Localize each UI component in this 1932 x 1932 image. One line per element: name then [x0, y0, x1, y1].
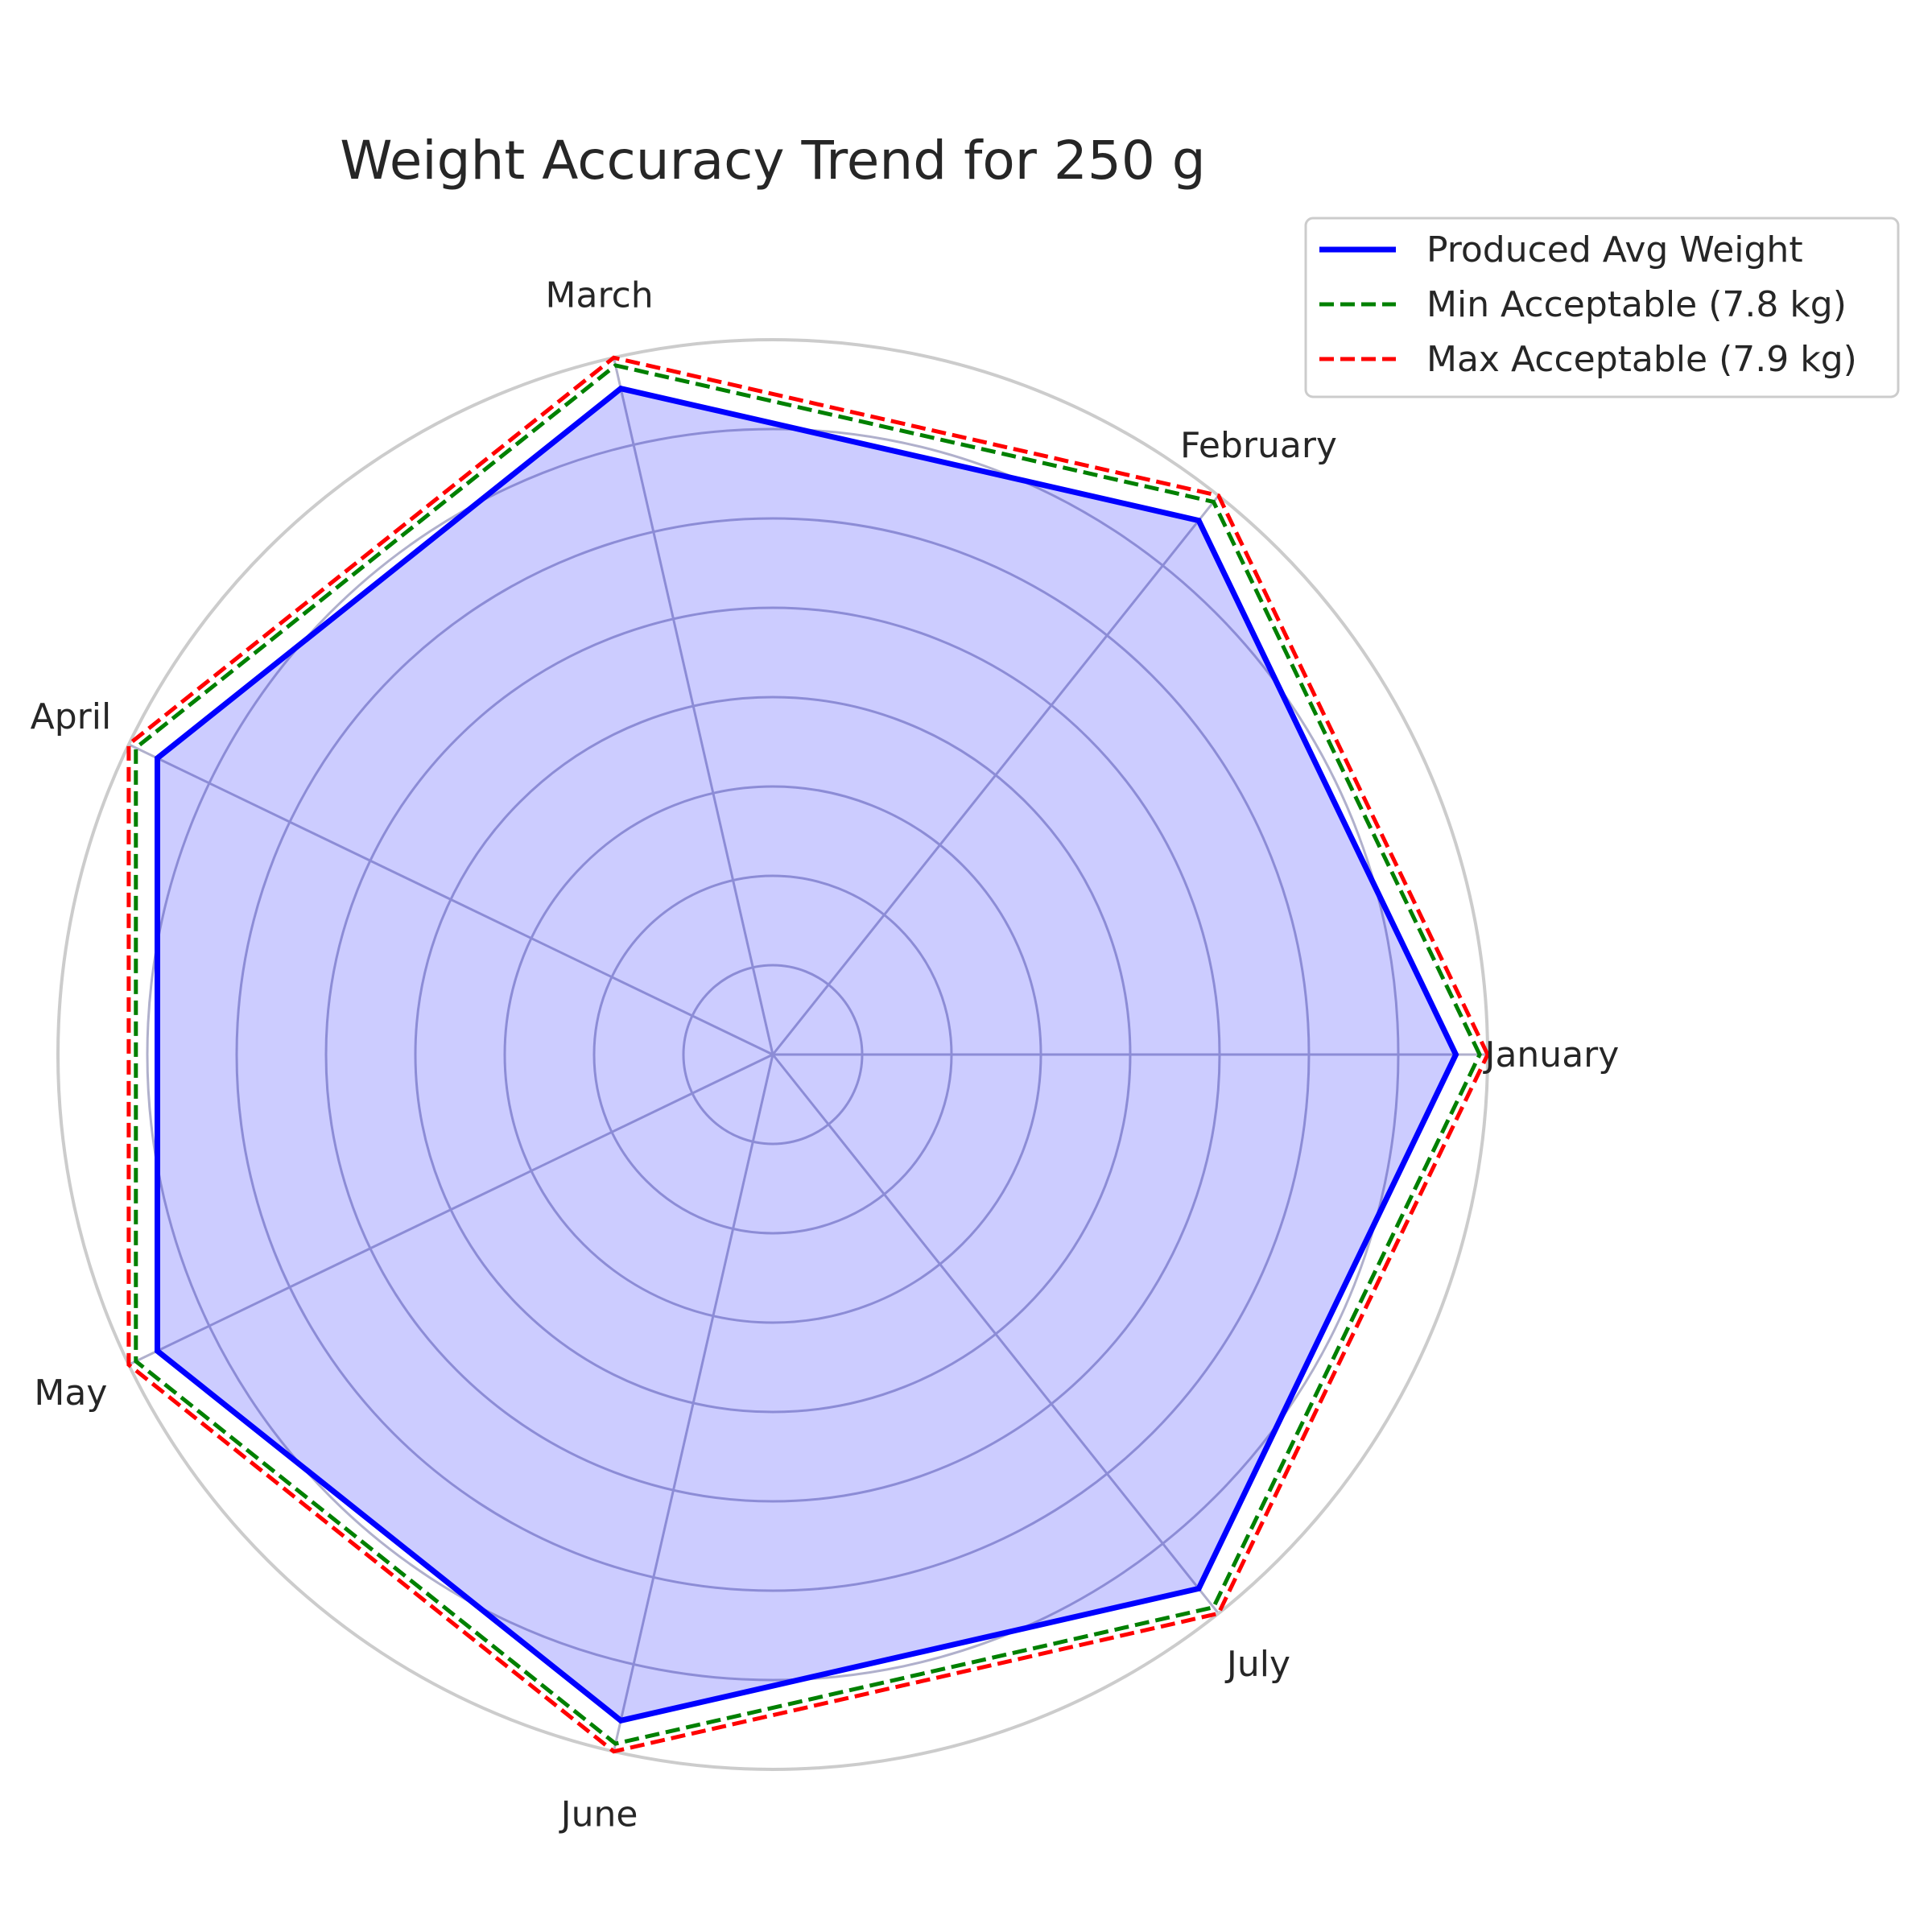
series-line-min-acceptable-7-8-kg — [134, 363, 1482, 1746]
category-label: February — [1180, 425, 1337, 466]
grid-spoke — [128, 1053, 774, 1366]
legend: Produced Avg Weight Min Acceptable (7.8 k… — [1304, 217, 1900, 398]
chart-title: Weight Accuracy Trend for 250 g — [340, 130, 1205, 192]
grid-spoke — [128, 743, 774, 1056]
grid-spoke — [612, 357, 774, 1055]
legend-label: Max Acceptable (7.9 kg) — [1426, 339, 1857, 380]
category-labels: January February March April May June July — [31, 275, 1620, 1835]
grid-spoke — [612, 1054, 774, 1752]
category-label: April — [31, 696, 112, 737]
series-line-max-acceptable-7-9-kg — [126, 355, 1490, 1754]
category-label: January — [1482, 1034, 1619, 1075]
category-label: July — [1224, 1644, 1290, 1685]
grid-spoke — [771, 1054, 1220, 1615]
category-label: June — [559, 1794, 638, 1835]
legend-label: Min Acceptable (7.8 kg) — [1426, 284, 1847, 325]
legend-box — [1304, 217, 1900, 398]
series-line-produced-avg-weight — [155, 385, 1459, 1724]
grid-spoke — [771, 494, 1220, 1055]
legend-label: Produced Avg Weight — [1426, 229, 1803, 270]
category-label: May — [34, 1373, 107, 1414]
radar-series — [126, 355, 1490, 1754]
radar-grid — [56, 338, 1489, 1771]
series-area-produced-avg-weight — [157, 388, 1456, 1721]
category-label: March — [546, 275, 654, 316]
